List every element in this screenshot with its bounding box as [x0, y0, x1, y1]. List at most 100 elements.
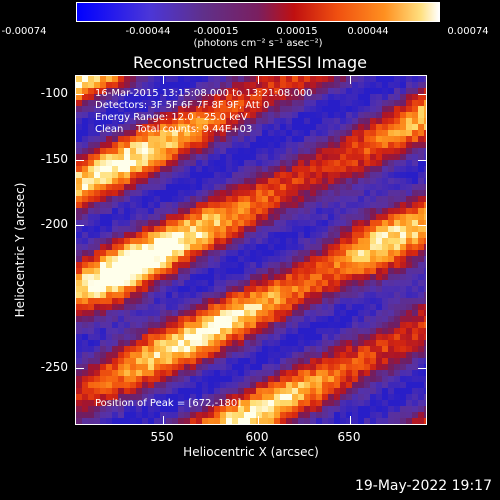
image-pixel [298, 76, 304, 82]
image-pixel [136, 88, 142, 94]
image-pixel [160, 226, 166, 232]
image-pixel [358, 340, 364, 346]
image-pixel [184, 388, 190, 394]
image-pixel [94, 106, 100, 112]
image-pixel [250, 262, 256, 268]
image-pixel [274, 226, 280, 232]
image-pixel [388, 82, 394, 88]
image-pixel [274, 130, 280, 136]
image-pixel [130, 76, 136, 82]
image-pixel [280, 310, 286, 316]
image-pixel [208, 304, 214, 310]
image-pixel [328, 148, 334, 154]
image-pixel [400, 214, 406, 220]
image-pixel [364, 118, 370, 124]
image-pixel [190, 232, 196, 238]
image-pixel [124, 118, 130, 124]
image-pixel [286, 382, 292, 388]
image-pixel [424, 124, 426, 130]
image-pixel [88, 274, 94, 280]
image-pixel [286, 112, 292, 118]
image-pixel [316, 286, 322, 292]
image-pixel [340, 364, 346, 370]
image-pixel [118, 208, 124, 214]
image-pixel [82, 424, 88, 425]
image-pixel [256, 244, 262, 250]
image-pixel [94, 310, 100, 316]
image-pixel [292, 394, 298, 400]
image-pixel [232, 298, 238, 304]
image-pixel [322, 268, 328, 274]
image-pixel [76, 208, 82, 214]
image-pixel [328, 262, 334, 268]
image-pixel [250, 184, 256, 190]
image-pixel [208, 358, 214, 364]
image-pixel [382, 394, 388, 400]
image-pixel [400, 394, 406, 400]
image-pixel [322, 106, 328, 112]
image-pixel [310, 232, 316, 238]
image-pixel [364, 178, 370, 184]
image-pixel [280, 268, 286, 274]
image-pixel [292, 220, 298, 226]
image-pixel [256, 292, 262, 298]
image-pixel [172, 220, 178, 226]
image-pixel [166, 406, 172, 412]
image-pixel [88, 208, 94, 214]
image-pixel [76, 304, 82, 310]
image-pixel [352, 400, 358, 406]
image-pixel [274, 232, 280, 238]
image-pixel [202, 118, 208, 124]
image-pixel [112, 130, 118, 136]
image-pixel [82, 88, 88, 94]
image-pixel [166, 124, 172, 130]
image-pixel [196, 142, 202, 148]
image-pixel [328, 220, 334, 226]
image-pixel [364, 142, 370, 148]
image-pixel [322, 226, 328, 232]
image-pixel [124, 226, 130, 232]
image-pixel [244, 256, 250, 262]
image-pixel [232, 178, 238, 184]
image-pixel [280, 418, 286, 424]
image-pixel [76, 130, 82, 136]
image-pixel [244, 394, 250, 400]
image-pixel [358, 358, 364, 364]
image-pixel [130, 298, 136, 304]
image-pixel [100, 316, 106, 322]
image-pixel [280, 178, 286, 184]
image-pixel [400, 262, 406, 268]
image-pixel [226, 352, 232, 358]
image-pixel [136, 334, 142, 340]
image-pixel [412, 208, 418, 214]
image-pixel [358, 400, 364, 406]
image-pixel [166, 184, 172, 190]
image-pixel [238, 310, 244, 316]
image-pixel [190, 424, 196, 425]
image-pixel [76, 262, 82, 268]
image-pixel [118, 88, 124, 94]
image-pixel [328, 196, 334, 202]
image-pixel [136, 226, 142, 232]
image-pixel [238, 322, 244, 328]
image-pixel [340, 154, 346, 160]
image-pixel [124, 172, 130, 178]
image-pixel [292, 196, 298, 202]
image-pixel [316, 178, 322, 184]
y-axis-label: Heliocentric Y (arcsec) [13, 182, 27, 318]
image-pixel [268, 172, 274, 178]
image-pixel [268, 244, 274, 250]
image-pixel [130, 304, 136, 310]
image-pixel [154, 166, 160, 172]
image-pixel [142, 220, 148, 226]
image-pixel [334, 76, 340, 82]
image-pixel [298, 364, 304, 370]
image-pixel [178, 310, 184, 316]
image-pixel [190, 274, 196, 280]
image-pixel [238, 106, 244, 112]
image-pixel [358, 196, 364, 202]
image-pixel [214, 202, 220, 208]
image-pixel [298, 400, 304, 406]
image-pixel [238, 304, 244, 310]
image-pixel [202, 238, 208, 244]
